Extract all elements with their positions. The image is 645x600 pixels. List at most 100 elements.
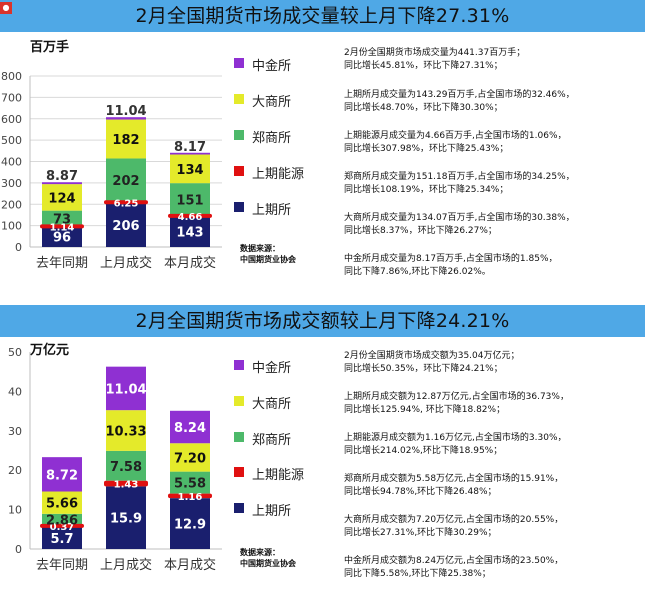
bar-shfe	[106, 486, 146, 549]
bar-shfe	[170, 216, 210, 247]
volume-panel: 2月全国期货市场成交量较上月下降27.31% ● 百万手 0 100 200 300 4…	[0, 0, 645, 295]
turnover-panel: 2月全国期货市场成交额较上月下降24.21% 万亿元 0 10 20 30 40 50 5.…	[0, 305, 645, 600]
legend-label: 中金所	[252, 59, 292, 74]
legend-label: 大商所	[252, 397, 292, 412]
note-shfe: 上期所月成交额为12.87万亿元,占全国市场的36.73%， 同比增长125.9…	[344, 392, 569, 415]
x-category-label: 本月成交	[164, 557, 216, 573]
bar-ine	[168, 493, 212, 499]
bar-dce	[170, 154, 210, 184]
bar-cffex	[42, 457, 82, 492]
legend-label: 上期所	[252, 504, 292, 519]
bar-shfe	[42, 526, 82, 549]
note-shfe: 上期所月成交量为143.29百万手,占全国市场的32.46%， 同比增长48.7…	[344, 90, 575, 113]
x-category-label: 本月成交	[164, 255, 216, 271]
bar-czce	[42, 513, 82, 526]
legend-label: 上期所	[252, 203, 292, 218]
bar-cffex	[170, 152, 210, 155]
bar-ine	[104, 480, 148, 487]
source-label: 数据来源：	[240, 548, 280, 557]
data-label-czce: 202	[112, 174, 139, 189]
note-czce: 郑商所月成交额为5.58万亿元,占全国市场的15.91%， 同比增长94.78%…	[344, 474, 564, 497]
data-label-dce: 5.66	[46, 497, 78, 512]
data-label-shfe: 15.9	[110, 512, 142, 527]
legend-swatch-shfe	[234, 202, 244, 212]
note-cffex: 中金所月成交额为8.24万亿元,占全国市场的23.50%， 同比下降5.58%,…	[344, 556, 564, 579]
data-label-dce: 124	[48, 191, 75, 206]
bar-czce	[106, 158, 146, 202]
y-tick-label: 200	[1, 198, 22, 211]
data-label-czce: 5.58	[174, 477, 206, 492]
note-total: 2月份全国期货市场成交量为441.37百万手； 同比增长45.81%，环比下降2…	[344, 48, 526, 71]
legend-swatch-dce	[234, 94, 244, 104]
legend-label: 郑商所	[252, 433, 292, 448]
data-label-cffex: 8.87	[46, 169, 78, 184]
bar-dce	[170, 443, 210, 472]
y-tick-label: 700	[1, 91, 22, 104]
bar-czce	[170, 471, 210, 494]
data-label-czce: 2.86	[46, 513, 78, 528]
data-label-shfe: 5.7	[50, 532, 73, 547]
data-label-shfe: 96	[53, 231, 71, 246]
data-label-shfe: 206	[112, 219, 139, 234]
x-category-label: 上月成交	[100, 255, 152, 271]
data-label-cffex: 11.04	[105, 382, 146, 397]
y-tick-label: 10	[8, 504, 22, 517]
data-label-ine: 0.37	[50, 522, 75, 533]
legend-label: 大商所	[252, 95, 292, 110]
data-label-dce: 134	[176, 163, 203, 178]
bar-dce	[106, 410, 146, 451]
data-label-shfe: 143	[176, 226, 203, 241]
bar-ine	[40, 523, 84, 528]
volume-unit-label: 百万手	[30, 40, 70, 55]
note-dce: 大商所月成交量为134.07百万手,占全国市场的30.38%， 同比增长8.37…	[344, 213, 575, 236]
note-cffex: 中金所月成交量为8.17百万手,占全国市场的1.85%， 同比下降7.86%,环…	[344, 254, 558, 277]
bar-cffex	[106, 117, 146, 120]
data-label-cffex: 8.17	[174, 140, 206, 155]
data-label-ine: 1.16	[178, 492, 203, 503]
bar-czce	[106, 450, 146, 481]
bar-shfe	[42, 226, 82, 247]
x-category-label: 上月成交	[100, 557, 152, 573]
bar-shfe	[170, 498, 210, 549]
data-label-dce: 10.33	[105, 425, 146, 440]
volume-banner: 2月全国期货市场成交量较上月下降27.31%	[0, 0, 645, 32]
x-category-label: 去年同期	[36, 558, 88, 573]
bar-shfe	[106, 202, 146, 247]
legend-swatch-czce	[234, 130, 244, 140]
turnover-banner: 2月全国期货市场成交额较上月下降24.21%	[0, 305, 645, 337]
bar-cffex	[42, 182, 82, 185]
legend-swatch-shfe	[234, 503, 244, 513]
turnover-unit-label: 万亿元	[30, 343, 70, 358]
volume-source: 数据来源： 中国期货业协会	[240, 243, 296, 265]
note-czce: 郑商所月成交量为151.18百万手,占全国市场的34.25%， 同比增长108.…	[344, 172, 575, 195]
note-dce: 大商所月成交额为7.20万亿元,占全国市场的20.55%， 同比增长27.31%…	[344, 515, 564, 538]
turnover-source: 数据来源： 中国期货业协会	[240, 547, 296, 569]
legend-swatch-ine	[234, 467, 244, 477]
legend-swatch-cffex	[234, 360, 244, 370]
y-tick-label: 800	[1, 70, 22, 83]
legend-swatch-dce	[234, 396, 244, 406]
legend-swatch-cffex	[234, 58, 244, 68]
legend-swatch-czce	[234, 432, 244, 442]
y-tick-label: 50	[8, 346, 22, 359]
note-total: 2月份全国期货市场成交额为35.04万亿元； 同比增长50.35%，环比下降24…	[344, 351, 520, 374]
y-tick-label: 30	[8, 425, 22, 438]
x-category-label: 去年同期	[36, 256, 88, 271]
data-label-czce: 7.58	[110, 460, 142, 475]
legend-label: 中金所	[252, 361, 292, 376]
data-label-ine: 1.14	[50, 222, 75, 233]
data-label-cffex: 8.72	[46, 468, 78, 483]
data-label-cffex: 11.04	[105, 104, 146, 119]
bar-dce	[42, 491, 82, 514]
bar-cffex	[106, 366, 146, 411]
data-label-czce: 151	[176, 193, 203, 208]
y-tick-label: 0	[15, 241, 22, 254]
source-name: 中国期货业协会	[240, 255, 296, 264]
y-tick-label: 400	[1, 156, 22, 169]
source-name: 中国期货业协会	[240, 559, 296, 568]
legend-label: 上期能源	[252, 167, 305, 182]
y-tick-label: 600	[1, 113, 22, 126]
note-ine: 上期能源月成交额为1.16万亿元,占全国市场的3.30%， 同比增长214.02…	[344, 433, 567, 456]
source-label: 数据来源：	[240, 244, 280, 253]
